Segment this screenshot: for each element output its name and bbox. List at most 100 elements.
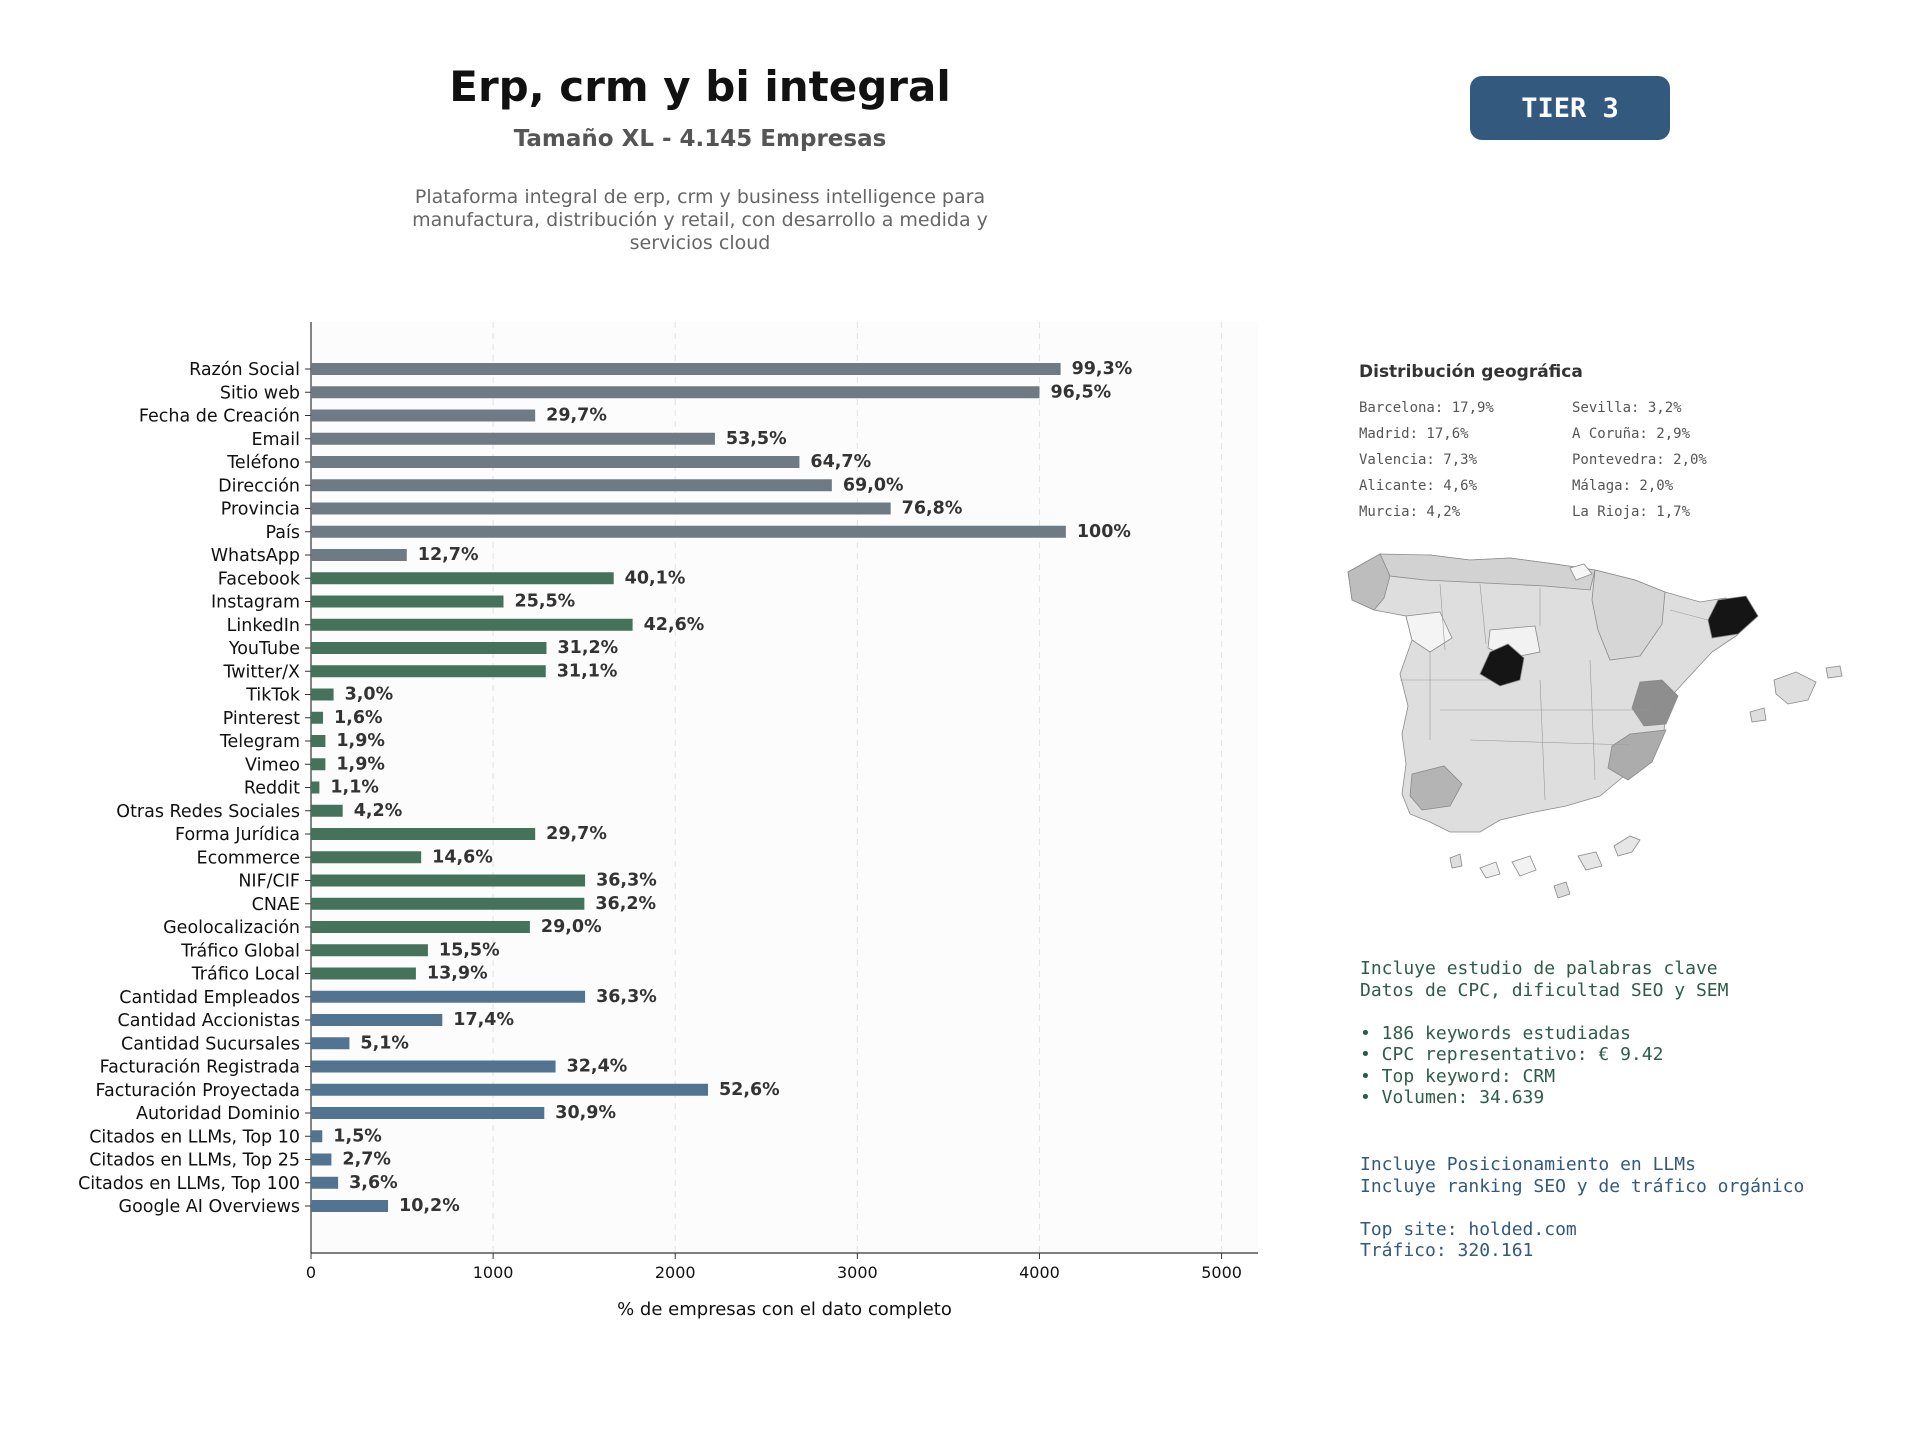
data-label: 1,6% (334, 708, 383, 728)
category-label: Instagram (211, 593, 300, 613)
x-axis-label: % de empresas con el dato completo (617, 1299, 952, 1320)
map-la-rioja (1569, 563, 1593, 581)
geo-item: Málaga: 2,0% (1572, 478, 1674, 494)
geo-item: A Coruña: 2,9% (1572, 426, 1691, 442)
bar (311, 1153, 332, 1166)
map-balearic-mallorca (1773, 671, 1817, 705)
category-label: Forma Jurídica (175, 825, 300, 845)
data-label: 64,7% (810, 452, 871, 472)
category-label: Vimeo (245, 755, 300, 775)
spain-map (1347, 553, 1843, 899)
data-label: 29,7% (546, 406, 607, 426)
map-zamora (1405, 611, 1453, 653)
data-label: 53,5% (726, 429, 787, 449)
data-label: 40,1% (625, 568, 686, 588)
seo-bullet-top-keyword: • Top keyword: CRM (1360, 1065, 1556, 1087)
x-tick-label: 1000 (473, 1263, 514, 1282)
x-tick-label: 0 (306, 1263, 316, 1282)
llm-line-2: Incluye ranking SEO y de tráfico orgánic… (1360, 1175, 1805, 1197)
category-label: Fecha de Creación (139, 407, 300, 427)
category-label: CNAE (252, 895, 300, 915)
seo-line-2: Datos de CPC, dificultad SEO y SEM (1360, 979, 1729, 1001)
data-label: 69,0% (843, 475, 904, 495)
map-balearic-menorca (1825, 665, 1843, 679)
bar (311, 1037, 350, 1050)
page-subtitle: Tamaño XL - 4.145 Empresas (513, 126, 887, 152)
data-label: 3,0% (345, 685, 394, 705)
data-label: 17,4% (453, 1010, 514, 1030)
page-title: Erp, crm y bi integral (449, 62, 951, 111)
geo-item: Madrid: 17,6% (1359, 426, 1469, 442)
category-label: Dirección (218, 476, 300, 496)
bar (311, 665, 546, 678)
bar (311, 874, 586, 887)
data-label: 10,2% (399, 1196, 460, 1216)
data-label: 15,5% (439, 940, 500, 960)
plot-area (311, 322, 1258, 1253)
bar (311, 990, 586, 1003)
map-canary-3 (1511, 855, 1537, 877)
category-label: Provincia (221, 500, 300, 520)
category-label: Sitio web (220, 383, 300, 403)
map-sevilla (1409, 765, 1463, 811)
seo-bullet-cpc: • CPC representativo: € 9.42 (1360, 1044, 1664, 1065)
geo-item: Murcia: 4,2% (1359, 504, 1461, 520)
page-description: Plataforma integral de erp, crm y busine… (412, 186, 988, 254)
bar (311, 409, 536, 422)
category-label: Citados en LLMs, Top 10 (89, 1127, 300, 1147)
category-label: Twitter/X (222, 662, 300, 682)
bar (311, 735, 326, 747)
data-label: 14,6% (432, 847, 493, 867)
category-label: Email (251, 430, 300, 450)
bar (311, 1107, 545, 1119)
bar (311, 572, 614, 585)
bar (311, 502, 891, 515)
geo-item: Sevilla: 3,2% (1572, 400, 1682, 416)
data-label: 29,0% (541, 917, 602, 937)
category-label: Facturación Proyectada (96, 1081, 300, 1101)
category-label: Cantidad Accionistas (117, 1011, 300, 1031)
map-madrid (1479, 643, 1525, 687)
bar (311, 456, 800, 468)
bar (311, 432, 715, 445)
data-label: 42,6% (644, 615, 705, 635)
data-label: 3,6% (349, 1173, 398, 1193)
seo-info: Incluye estudio de palabras clave Datos d… (1360, 958, 1728, 1109)
seo-bullet-keywords: • 186 keywords estudiadas (1360, 1022, 1631, 1044)
map-galicia (1347, 553, 1391, 611)
bar (311, 1130, 323, 1143)
bar (311, 642, 547, 654)
category-label: Facturación Registrada (100, 1058, 300, 1078)
bar (311, 595, 504, 608)
category-label: TikTok (245, 686, 301, 706)
data-label: 25,5% (514, 592, 575, 612)
bar (311, 1200, 389, 1212)
category-label: Citados en LLMs, Top 25 (89, 1151, 300, 1171)
data-label: 36,3% (596, 871, 657, 891)
x-tick-label: 5000 (1201, 1263, 1242, 1282)
bar (311, 944, 428, 957)
map-canary-5 (1577, 851, 1603, 871)
category-label: Facebook (218, 569, 301, 589)
category-label: País (266, 523, 300, 543)
bar (311, 711, 324, 724)
category-label: Pinterest (223, 709, 300, 729)
bar (311, 1060, 556, 1073)
data-label: 30,9% (555, 1103, 616, 1123)
bar (311, 386, 1040, 399)
category-label: Cantidad Empleados (119, 988, 300, 1008)
tier-badge: TIER 3 (1470, 76, 1670, 140)
data-label: 1,5% (333, 1126, 382, 1146)
map-balearic-ibiza (1749, 707, 1767, 723)
llm-top-site: Top site: holded.com (1360, 1218, 1577, 1240)
data-label: 32,4% (567, 1057, 628, 1077)
map-canary-6 (1613, 835, 1641, 857)
data-label: 2,7% (342, 1150, 391, 1170)
data-label: 1,9% (336, 754, 385, 774)
data-label: 36,3% (596, 987, 657, 1007)
bar (311, 758, 326, 771)
geo-title: Distribución geográfica (1359, 362, 1583, 382)
category-label: Tráfico Global (180, 941, 300, 961)
bar (311, 618, 633, 631)
data-label: 1,1% (330, 778, 379, 798)
